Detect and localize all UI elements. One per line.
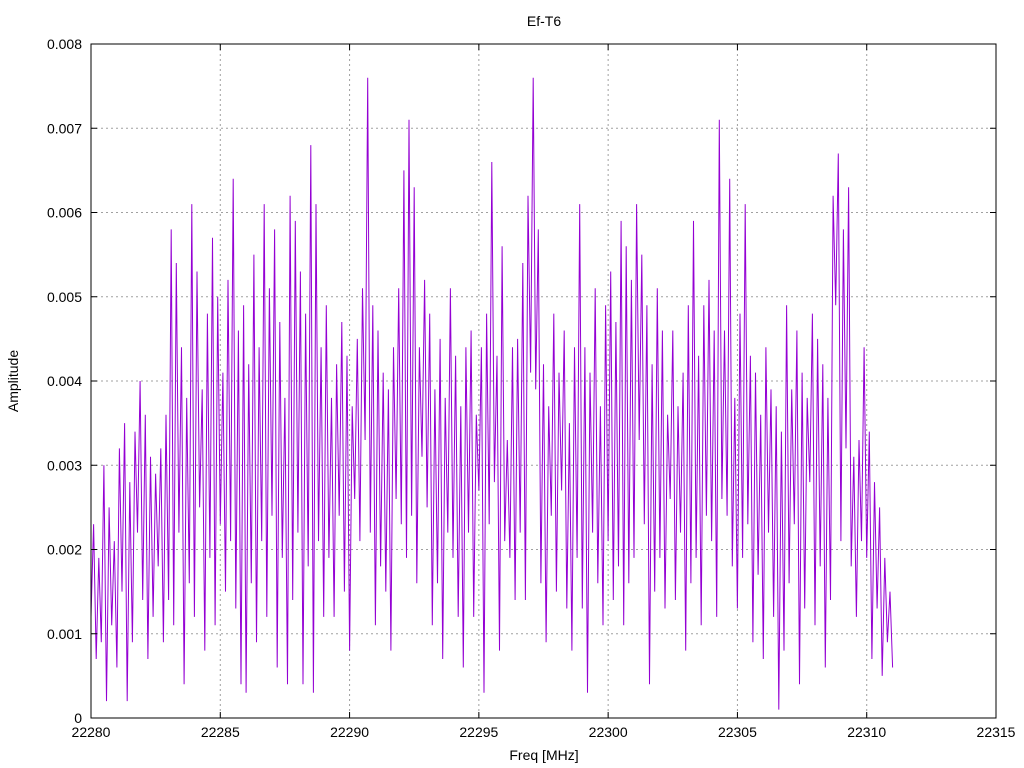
chart-title: Ef-T6 <box>527 13 561 29</box>
x-tick-label: 22290 <box>330 724 369 740</box>
series-line <box>90 77 894 710</box>
x-tick-label: 22295 <box>459 724 498 740</box>
y-tick-label: 0.006 <box>47 205 82 221</box>
y-tick-label: 0.005 <box>47 289 82 305</box>
x-tick-label: 22305 <box>718 724 757 740</box>
x-axis-label: Freq [MHz] <box>509 747 578 763</box>
axis-ticks: 22280 22285 22290 22295 22300 22305 22310 22315… <box>47 36 1016 740</box>
y-tick-label: 0.001 <box>47 626 82 642</box>
y-tick-label: 0.003 <box>47 457 82 473</box>
y-tick-label: 0.002 <box>47 542 82 558</box>
x-tick-label: 22315 <box>977 724 1016 740</box>
x-tick-label: 22310 <box>847 724 886 740</box>
x-tick-label: 22285 <box>201 724 240 740</box>
x-tick-label: 22300 <box>589 724 628 740</box>
y-tick-label: 0.004 <box>47 373 82 389</box>
y-tick-label: 0 <box>74 710 82 726</box>
x-tick-label: 22280 <box>72 724 111 740</box>
y-axis-label: Amplitude <box>5 350 21 412</box>
y-tick-label: 0.008 <box>47 36 82 52</box>
y-tick-label: 0.007 <box>47 120 82 136</box>
